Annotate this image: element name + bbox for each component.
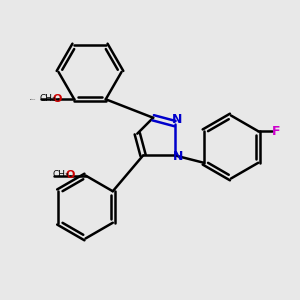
- Text: O: O: [52, 94, 62, 104]
- Text: N: N: [173, 150, 184, 164]
- Text: CH₃: CH₃: [53, 170, 69, 179]
- Text: F: F: [272, 125, 281, 138]
- Text: CH₃: CH₃: [40, 94, 56, 103]
- Text: O: O: [65, 170, 75, 181]
- Text: N: N: [172, 112, 182, 126]
- Text: methoxy: methoxy: [30, 99, 36, 100]
